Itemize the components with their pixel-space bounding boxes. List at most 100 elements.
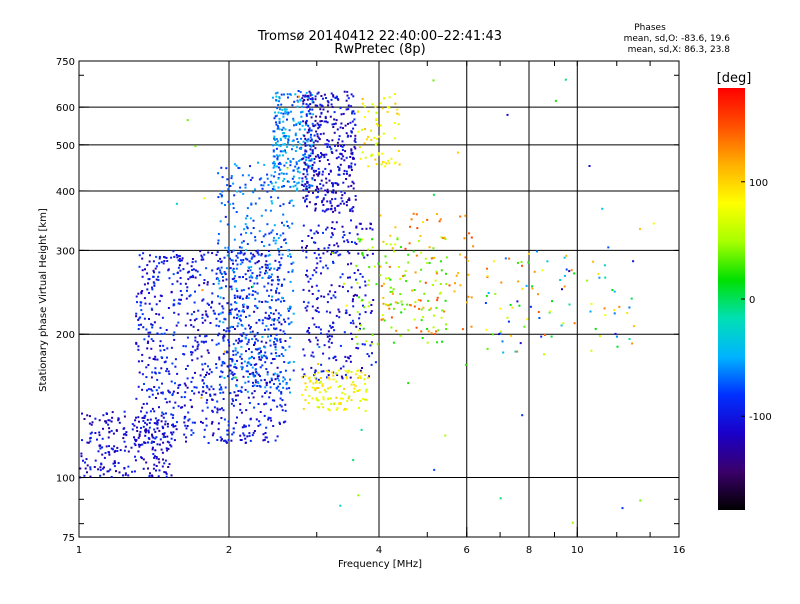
data-point: [137, 328, 140, 330]
data-point: [190, 265, 193, 268]
data-point: [219, 436, 222, 439]
data-point: [523, 325, 526, 328]
data-point: [348, 395, 351, 398]
data-point: [281, 185, 283, 188]
data-point: [264, 355, 267, 358]
data-point: [410, 218, 413, 221]
data-point: [285, 387, 288, 390]
data-point: [147, 441, 150, 444]
data-point: [232, 376, 235, 379]
data-point: [327, 340, 330, 343]
data-point: [206, 406, 209, 409]
data-point: [156, 378, 159, 381]
data-point: [315, 326, 318, 328]
data-point: [631, 342, 634, 345]
data-point: [428, 246, 431, 249]
data-point: [187, 419, 190, 422]
data-point: [283, 134, 286, 137]
data-point: [384, 255, 387, 258]
data-point: [330, 207, 333, 210]
data-point: [164, 420, 167, 423]
data-point: [157, 475, 160, 478]
data-point: [196, 270, 199, 273]
data-point: [327, 370, 329, 373]
data-point: [368, 375, 370, 378]
data-point: [420, 308, 423, 311]
data-point: [316, 262, 319, 265]
data-point: [509, 303, 512, 306]
data-point: [226, 251, 229, 254]
data-point: [168, 391, 171, 394]
data-point: [157, 419, 160, 422]
data-point: [332, 250, 335, 253]
data-point: [390, 316, 393, 319]
data-point: [589, 310, 592, 313]
data-point: [276, 155, 279, 158]
data-point: [96, 438, 98, 441]
data-point: [347, 369, 350, 372]
data-point: [273, 162, 276, 165]
data-point: [320, 403, 323, 406]
data-point: [340, 190, 343, 193]
data-point: [408, 242, 411, 245]
data-point: [347, 134, 350, 137]
data-point: [354, 198, 357, 201]
data-point: [354, 385, 357, 388]
data-point: [432, 193, 435, 196]
data-point: [88, 415, 91, 418]
data-point: [170, 290, 173, 293]
data-point: [226, 178, 229, 181]
data-point: [136, 430, 139, 432]
data-point: [224, 215, 227, 218]
data-point: [244, 183, 247, 186]
data-point: [418, 307, 421, 310]
data-point: [270, 273, 273, 276]
data-point: [339, 253, 342, 256]
data-point: [354, 163, 357, 166]
data-point: [356, 342, 359, 345]
data-point: [283, 185, 285, 187]
data-point: [331, 198, 334, 201]
data-point: [333, 244, 336, 247]
data-point: [160, 261, 163, 264]
data-point: [154, 430, 157, 433]
data-point: [321, 153, 323, 156]
data-point: [112, 448, 114, 451]
data-point: [201, 289, 204, 292]
data-point: [255, 321, 258, 324]
data-point: [147, 364, 150, 366]
data-point: [162, 344, 165, 347]
data-point: [295, 163, 298, 166]
data-point: [331, 123, 334, 126]
data-point: [639, 227, 641, 230]
data-point: [335, 408, 338, 411]
data-point: [500, 281, 503, 284]
data-point: [364, 128, 366, 131]
data-point: [148, 475, 151, 478]
data-point: [287, 139, 290, 142]
data-point: [217, 196, 220, 199]
data-point: [245, 217, 247, 220]
x-ticks: 1 2 4 6 8 10 16: [76, 61, 685, 556]
data-point: [399, 334, 402, 337]
data-point: [302, 189, 305, 192]
data-point: [319, 328, 322, 331]
data-point: [174, 365, 177, 368]
data-point: [177, 384, 180, 387]
data-point: [187, 278, 190, 281]
data-point: [249, 331, 252, 334]
data-point: [107, 419, 110, 422]
data-point: [316, 406, 319, 409]
data-point: [287, 310, 290, 312]
data-point: [328, 163, 331, 166]
data-point: [411, 289, 414, 292]
data-point: [590, 349, 593, 352]
data-point: [327, 369, 330, 372]
data-point: [290, 110, 292, 113]
data-point: [352, 206, 355, 209]
data-point: [277, 385, 280, 388]
data-point: [308, 130, 310, 133]
data-point: [240, 439, 243, 441]
data-point: [289, 280, 292, 283]
data-point: [325, 177, 328, 180]
